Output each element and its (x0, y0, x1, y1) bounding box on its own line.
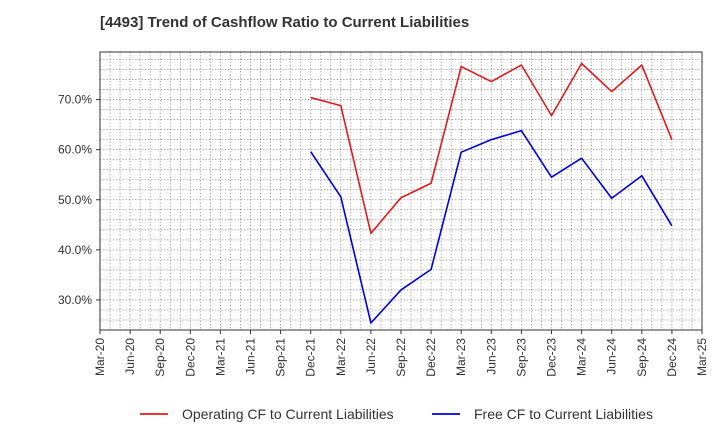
series-line-operating-cf (310, 62, 673, 235)
x-tick-label: Mar-22 (334, 338, 348, 376)
x-tick-label: Jun-23 (484, 338, 498, 375)
x-tick-label: Sep-21 (274, 338, 288, 377)
x-tick-label: Sep-20 (153, 338, 167, 377)
grid-lines (100, 52, 702, 330)
x-tick-label: Sep-22 (394, 338, 408, 377)
x-tick-label: Dec-22 (424, 338, 438, 377)
x-tick-label: Dec-20 (183, 338, 197, 377)
chart-title: [4493] Trend of Cashflow Ratio to Curren… (100, 14, 470, 31)
x-tick-label: Dec-23 (545, 338, 559, 377)
x-tick-label: Mar-23 (454, 338, 468, 376)
x-tick-label: Mar-25 (695, 338, 709, 376)
y-tick-label: 60.0% (58, 143, 92, 157)
series-line-free-cf (310, 129, 673, 324)
legend-label: Operating CF to Current Liabilities (182, 406, 394, 422)
x-tick-label: Mar-21 (213, 338, 227, 376)
legend: Operating CF to Current Liabilities Free … (140, 406, 653, 422)
y-axis-ticks: 30.0% 40.0% 50.0% 60.0% 70.0% (58, 93, 100, 307)
x-tick-label: Jun-22 (364, 338, 378, 375)
x-tick-label: Dec-21 (304, 338, 318, 377)
legend-label: Free CF to Current Liabilities (474, 406, 653, 422)
x-tick-label: Mar-20 (93, 338, 107, 376)
x-tick-label: Jun-21 (244, 338, 258, 375)
x-tick-label: Jun-24 (605, 338, 619, 375)
x-tick-label: Dec-24 (665, 338, 679, 377)
y-tick-label: 30.0% (58, 293, 92, 307)
x-tick-label: Sep-24 (635, 338, 649, 377)
series-lines (310, 62, 673, 324)
y-tick-label: 50.0% (58, 193, 92, 207)
x-tick-label: Jun-20 (123, 338, 137, 375)
x-tick-label: Mar-24 (575, 338, 589, 376)
x-tick-label: Sep-23 (514, 338, 528, 377)
y-tick-label: 70.0% (58, 93, 92, 107)
y-tick-label: 40.0% (58, 243, 92, 257)
x-axis-ticks: Mar-20 Jun-20 Sep-20 Dec-20 Mar-21 Jun-21 Sep-… (93, 330, 709, 377)
